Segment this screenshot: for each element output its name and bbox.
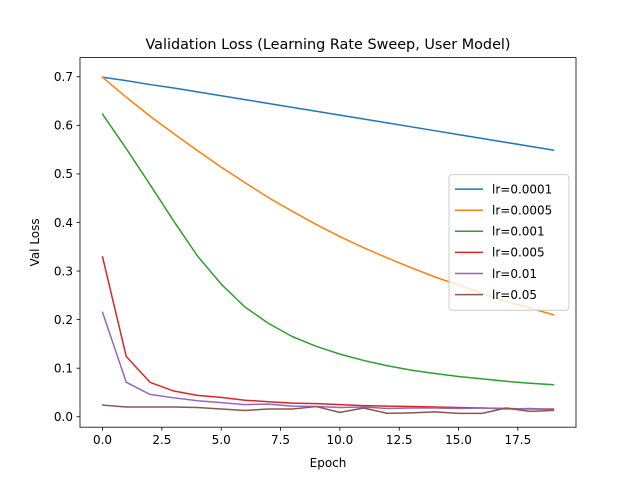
x-tick-label: 7.5 — [271, 433, 290, 447]
x-tick-label: 12.5 — [386, 433, 413, 447]
y-tick-label: 0.4 — [54, 216, 73, 230]
legend-label-5: lr=0.05 — [492, 288, 537, 302]
series-line-4 — [101, 311, 555, 411]
x-tick-label: 15.0 — [445, 433, 472, 447]
y-tick-label: 0.0 — [54, 410, 73, 424]
y-tick-label: 0.3 — [54, 264, 73, 278]
y-axis-title: Val Loss — [28, 218, 42, 266]
legend-box — [448, 174, 570, 311]
x-tick-label: 5.0 — [212, 433, 231, 447]
legend-label-0: lr=0.0001 — [492, 182, 552, 196]
legend-label-1: lr=0.0005 — [492, 204, 552, 218]
legend-label-2: lr=0.001 — [492, 225, 545, 239]
x-tick-label: 2.5 — [152, 433, 171, 447]
legend: lr=0.0001 lr=0.0005 lr=0.001 lr=0.005 lr=0.0… — [448, 174, 570, 311]
y-tick-label: 0.7 — [54, 70, 73, 84]
x-tick-label: 10.0 — [327, 433, 354, 447]
plot-frame — [79, 57, 577, 428]
x-tick-label: 0.0 — [93, 433, 112, 447]
y-tick-label: 0.1 — [54, 361, 73, 375]
series-line-5 — [101, 404, 555, 415]
x-axis-title: Epoch — [310, 456, 347, 470]
legend-label-3: lr=0.005 — [492, 246, 545, 260]
chart-title: Validation Loss (Learning Rate Sweep, Us… — [145, 37, 510, 53]
y-tick-label: 0.5 — [54, 167, 73, 181]
x-tick-label: 17.5 — [504, 433, 531, 447]
series-line-0 — [101, 76, 555, 151]
y-tick-label: 0.2 — [54, 313, 73, 327]
y-axis: 0.0 0.1 0.2 0.3 0.4 0.5 0.6 0.7 — [54, 70, 80, 424]
x-axis: 0.0 2.5 5.0 7.5 10.0 12.5 15.0 17.5 — [93, 427, 531, 447]
series-line-2 — [101, 113, 555, 386]
y-tick-label: 0.6 — [54, 119, 73, 133]
plot-lines — [101, 76, 555, 415]
legend-label-4: lr=0.01 — [492, 267, 537, 281]
